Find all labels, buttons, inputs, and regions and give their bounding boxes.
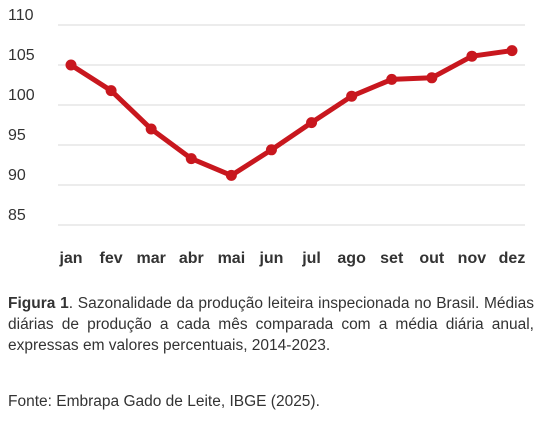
- x-tick-label: ago: [337, 250, 366, 267]
- data-point: [386, 73, 398, 85]
- data-point: [105, 85, 117, 97]
- series-line: [68, 48, 515, 178]
- y-axis-ticks: 85 90 95 100 105 110: [8, 7, 35, 224]
- data-point: [145, 123, 157, 135]
- x-tick-label: out: [419, 250, 445, 267]
- series-layer: [65, 45, 518, 181]
- y-tick-label: 95: [8, 127, 26, 144]
- data-point: [225, 169, 237, 181]
- grid-layer: [58, 24, 525, 226]
- y-tick-label: 105: [8, 47, 35, 64]
- data-point: [265, 144, 277, 156]
- x-axis-ticks: jan fev mar abr mai jun jul ago set out nov dez: [58, 250, 525, 267]
- x-tick-label: fev: [100, 250, 123, 267]
- line-chart: 85 90 95 100 105 110 jan fev mar abr mai jun jul ago…: [8, 7, 525, 267]
- x-tick-label: nov: [458, 250, 487, 267]
- x-tick-label: jun: [258, 250, 283, 267]
- y-tick-label: 110: [8, 7, 34, 24]
- data-point: [306, 117, 318, 129]
- source-note: Fonte: Embrapa Gado de Leite, IBGE (2025…: [8, 393, 320, 410]
- figure-label: Figura 1: [8, 295, 69, 312]
- data-point: [185, 153, 197, 165]
- x-tick-label: abr: [179, 250, 204, 267]
- x-tick-label: mar: [137, 250, 166, 267]
- x-tick-label: dez: [499, 250, 526, 267]
- y-tick-label: 90: [8, 167, 26, 184]
- figure-caption: Figura 1. Sazonalidade da produção leite…: [8, 293, 534, 356]
- y-tick-label: 85: [8, 207, 26, 224]
- data-point: [346, 90, 358, 102]
- data-point: [506, 45, 518, 57]
- x-tick-label: mai: [218, 250, 246, 267]
- data-point: [65, 59, 77, 71]
- x-tick-label: jul: [301, 250, 321, 267]
- figure-caption-text: . Sazonalidade da produção leiteira insp…: [8, 295, 534, 354]
- x-tick-label: jan: [58, 250, 82, 267]
- x-tick-label: set: [380, 250, 404, 267]
- y-tick-label: 100: [8, 87, 35, 104]
- data-point: [426, 72, 438, 84]
- data-point: [466, 50, 478, 62]
